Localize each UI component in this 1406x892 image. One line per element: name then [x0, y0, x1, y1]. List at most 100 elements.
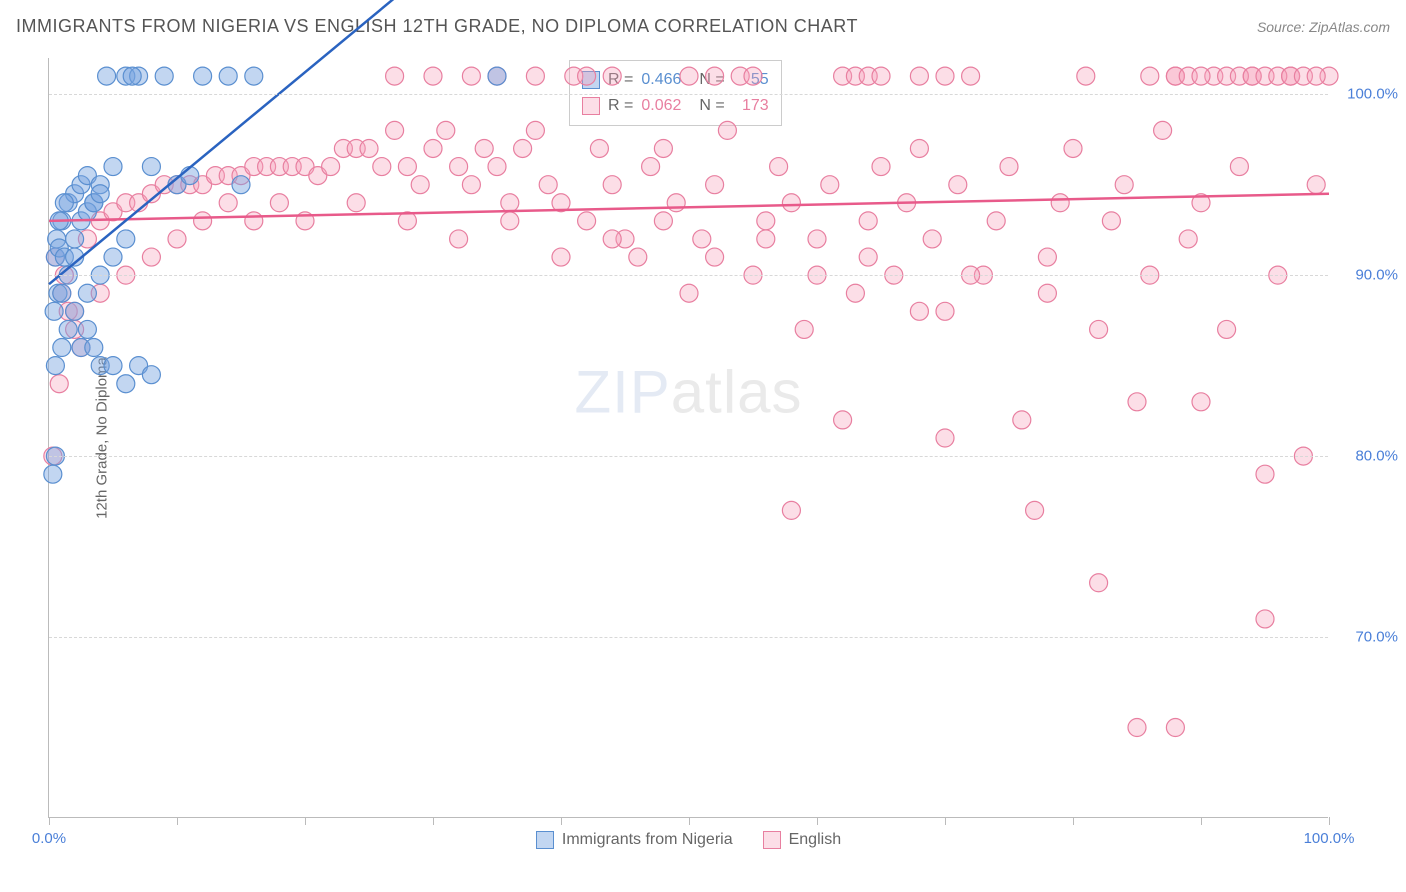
data-point-pink: [706, 176, 724, 194]
data-point-pink: [475, 139, 493, 157]
data-point-pink: [821, 176, 839, 194]
data-point-pink: [1026, 501, 1044, 519]
data-point-pink: [757, 212, 775, 230]
data-point-blue: [142, 158, 160, 176]
data-point-pink: [782, 194, 800, 212]
data-point-pink: [501, 212, 519, 230]
data-point-pink: [1179, 230, 1197, 248]
data-point-pink: [782, 501, 800, 519]
x-tick-label: 100.0%: [1304, 830, 1355, 847]
data-point-pink: [462, 67, 480, 85]
data-point-pink: [1218, 320, 1236, 338]
data-point-pink: [1192, 393, 1210, 411]
data-point-pink: [834, 411, 852, 429]
data-point-pink: [910, 139, 928, 157]
data-point-blue: [142, 366, 160, 384]
data-point-blue: [78, 284, 96, 302]
data-point-pink: [1064, 139, 1082, 157]
data-point-blue: [98, 67, 116, 85]
data-point-pink: [936, 429, 954, 447]
x-tick: [689, 817, 690, 825]
data-point-pink: [424, 139, 442, 157]
data-point-pink: [923, 230, 941, 248]
data-point-pink: [1307, 176, 1325, 194]
x-tick-label: 0.0%: [32, 830, 66, 847]
data-point-pink: [1013, 411, 1031, 429]
data-point-pink: [488, 158, 506, 176]
data-point-pink: [1307, 67, 1325, 85]
data-point-pink: [770, 158, 788, 176]
data-point-pink: [962, 67, 980, 85]
data-point-blue: [44, 465, 62, 483]
data-point-blue: [245, 67, 263, 85]
x-tick: [945, 817, 946, 825]
data-point-pink: [1038, 248, 1056, 266]
data-point-pink: [706, 248, 724, 266]
x-tick: [1329, 817, 1330, 825]
y-tick-label: 70.0%: [1355, 629, 1398, 646]
data-point-pink: [667, 194, 685, 212]
gridline: [49, 637, 1328, 638]
data-point-pink: [373, 158, 391, 176]
data-point-blue: [104, 158, 122, 176]
data-point-pink: [642, 158, 660, 176]
swatch-pink: [763, 831, 781, 849]
data-point-pink: [1256, 610, 1274, 628]
data-point-pink: [654, 212, 672, 230]
y-tick-label: 100.0%: [1347, 86, 1398, 103]
data-point-pink: [1166, 719, 1184, 737]
data-point-pink: [424, 67, 442, 85]
plot-area: 12th Grade, No Diploma ZIPatlas R = 0.46…: [48, 58, 1328, 818]
data-point-pink: [437, 121, 455, 139]
data-point-pink: [859, 248, 877, 266]
chart-title: IMMIGRANTS FROM NIGERIA VS ENGLISH 12TH …: [16, 16, 858, 37]
data-point-pink: [603, 67, 621, 85]
data-point-blue: [488, 67, 506, 85]
legend: Immigrants from Nigeria English: [49, 831, 1328, 849]
data-point-blue: [45, 302, 63, 320]
data-point-pink: [744, 67, 762, 85]
data-point-pink: [1102, 212, 1120, 230]
data-point-pink: [1230, 158, 1248, 176]
data-point-pink: [386, 121, 404, 139]
data-point-pink: [987, 212, 1005, 230]
data-point-blue: [66, 302, 84, 320]
data-point-pink: [910, 302, 928, 320]
data-point-pink: [629, 248, 647, 266]
data-point-pink: [194, 212, 212, 230]
data-point-pink: [552, 248, 570, 266]
x-tick: [561, 817, 562, 825]
gridline: [49, 94, 1328, 95]
x-tick: [1073, 817, 1074, 825]
data-point-pink: [859, 212, 877, 230]
data-point-pink: [910, 67, 928, 85]
data-point-pink: [514, 139, 532, 157]
data-point-pink: [872, 158, 890, 176]
data-point-blue: [55, 194, 73, 212]
data-point-pink: [706, 67, 724, 85]
data-point-blue: [155, 67, 173, 85]
data-point-pink: [680, 67, 698, 85]
data-point-pink: [245, 212, 263, 230]
data-point-pink: [1090, 320, 1108, 338]
data-point-blue: [232, 176, 250, 194]
data-point-pink: [936, 67, 954, 85]
x-tick: [49, 817, 50, 825]
data-point-pink: [808, 230, 826, 248]
source-label: Source: ZipAtlas.com: [1257, 19, 1390, 35]
data-point-pink: [603, 230, 621, 248]
legend-item-blue: Immigrants from Nigeria: [536, 831, 733, 849]
data-point-pink: [693, 230, 711, 248]
data-point-blue: [46, 357, 64, 375]
data-point-pink: [603, 176, 621, 194]
data-point-pink: [846, 284, 864, 302]
trend-line-pink: [49, 194, 1329, 221]
data-point-pink: [462, 176, 480, 194]
data-point-pink: [1038, 284, 1056, 302]
legend-label-pink: English: [789, 831, 841, 849]
data-point-pink: [526, 67, 544, 85]
x-tick: [1201, 817, 1202, 825]
data-point-blue: [85, 339, 103, 357]
data-point-pink: [718, 121, 736, 139]
data-point-pink: [50, 375, 68, 393]
